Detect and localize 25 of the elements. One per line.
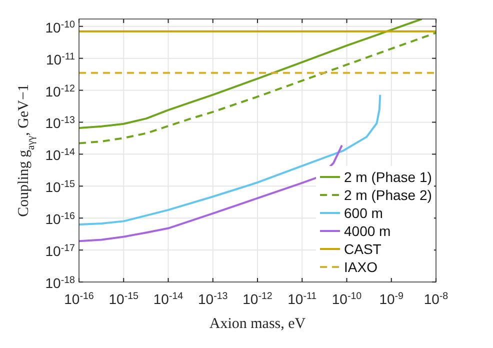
y-tick-label: 10$^{-13}$ (45, 114, 76, 132)
y-tick-label: 10$^{-15}$ (45, 178, 76, 196)
y-tick-label: 10$^{-14}$ (45, 146, 76, 164)
x-tick-label: 10$^{-10}$ (332, 290, 362, 307)
x-tick-label: 10$^{-9}$ (379, 290, 404, 307)
y-tick-label: 10$^{-11}$ (46, 50, 75, 68)
y-tick-label: 10$^{-12}$ (45, 82, 75, 100)
x-tick-label: 10$^{-14}$ (153, 290, 184, 307)
legend-label: 600 m (344, 205, 383, 221)
x-tick-label: 10$^{-11}$ (288, 290, 317, 307)
legend-label: 2 m (Phase 1) (344, 169, 432, 185)
y-tick-label: 10$^{-18}$ (45, 274, 76, 291)
x-tick-label: 10$^{-8}$ (424, 290, 449, 307)
legend-label: IAXO (344, 259, 378, 275)
x-axis-title: Axion mass, eV (209, 316, 306, 332)
x-tick-label: 10$^{-13}$ (198, 290, 228, 307)
legend-label: 4000 m (344, 223, 391, 239)
legend-label: CAST (344, 241, 382, 257)
y-tick-label: 10$^{-10}$ (45, 18, 76, 36)
x-tick-label: 10$^{-16}$ (64, 290, 94, 307)
x-tick-label: 10$^{-15}$ (108, 290, 140, 307)
y-tick-label: 10$^{-16}$ (45, 210, 76, 228)
x-tick-label: 10$^{-12}$ (242, 290, 272, 307)
y-tick-label: 10$^{-17}$ (45, 242, 75, 260)
legend-label: 2 m (Phase 2) (344, 187, 432, 203)
